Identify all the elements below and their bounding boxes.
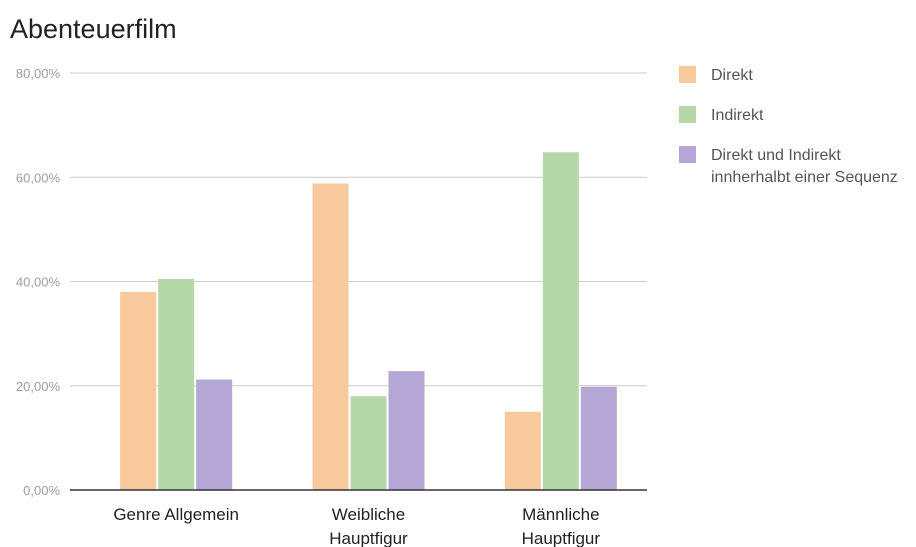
legend: Direkt Indirekt Direkt und Indirekt innherh… bbox=[679, 66, 898, 186]
x-tick-label: Hauptfigur bbox=[329, 529, 408, 547]
y-tick-label: 60,00% bbox=[16, 170, 61, 185]
x-tick-label: Weibliche bbox=[332, 505, 405, 524]
x-axis-ticks: Genre Allgemein Weibliche Hauptfigur Männli… bbox=[113, 505, 600, 547]
legend-swatch bbox=[679, 106, 696, 123]
bar bbox=[350, 396, 387, 490]
bar bbox=[542, 152, 579, 491]
bar bbox=[388, 371, 425, 490]
bar bbox=[120, 291, 157, 490]
bar bbox=[580, 386, 617, 490]
legend-swatch bbox=[679, 66, 696, 83]
x-tick-label: Hauptfigur bbox=[522, 529, 601, 547]
bars bbox=[120, 152, 617, 491]
legend-label: Indirekt bbox=[711, 107, 764, 124]
y-tick-label: 80,00% bbox=[16, 66, 61, 81]
y-tick-label: 0,00% bbox=[23, 483, 60, 498]
y-tick-label: 40,00% bbox=[16, 275, 61, 290]
legend-label: innherhalbt einer Sequenz bbox=[711, 169, 898, 186]
bar bbox=[312, 183, 349, 490]
bar bbox=[196, 379, 233, 490]
x-tick-label: Männliche bbox=[522, 505, 600, 524]
bar bbox=[158, 278, 195, 490]
legend-swatch bbox=[679, 146, 696, 163]
legend-label: Direkt bbox=[711, 67, 753, 84]
legend-label: Direkt und Indirekt bbox=[711, 147, 841, 164]
bar bbox=[504, 411, 541, 490]
chart-title: Abenteuerfilm bbox=[10, 14, 177, 44]
y-tick-label: 20,00% bbox=[16, 379, 61, 394]
x-tick-label: Genre Allgemein bbox=[113, 505, 239, 524]
y-axis-ticks: 0,00% 20,00% 40,00% 60,00% 80,00% bbox=[16, 66, 61, 498]
